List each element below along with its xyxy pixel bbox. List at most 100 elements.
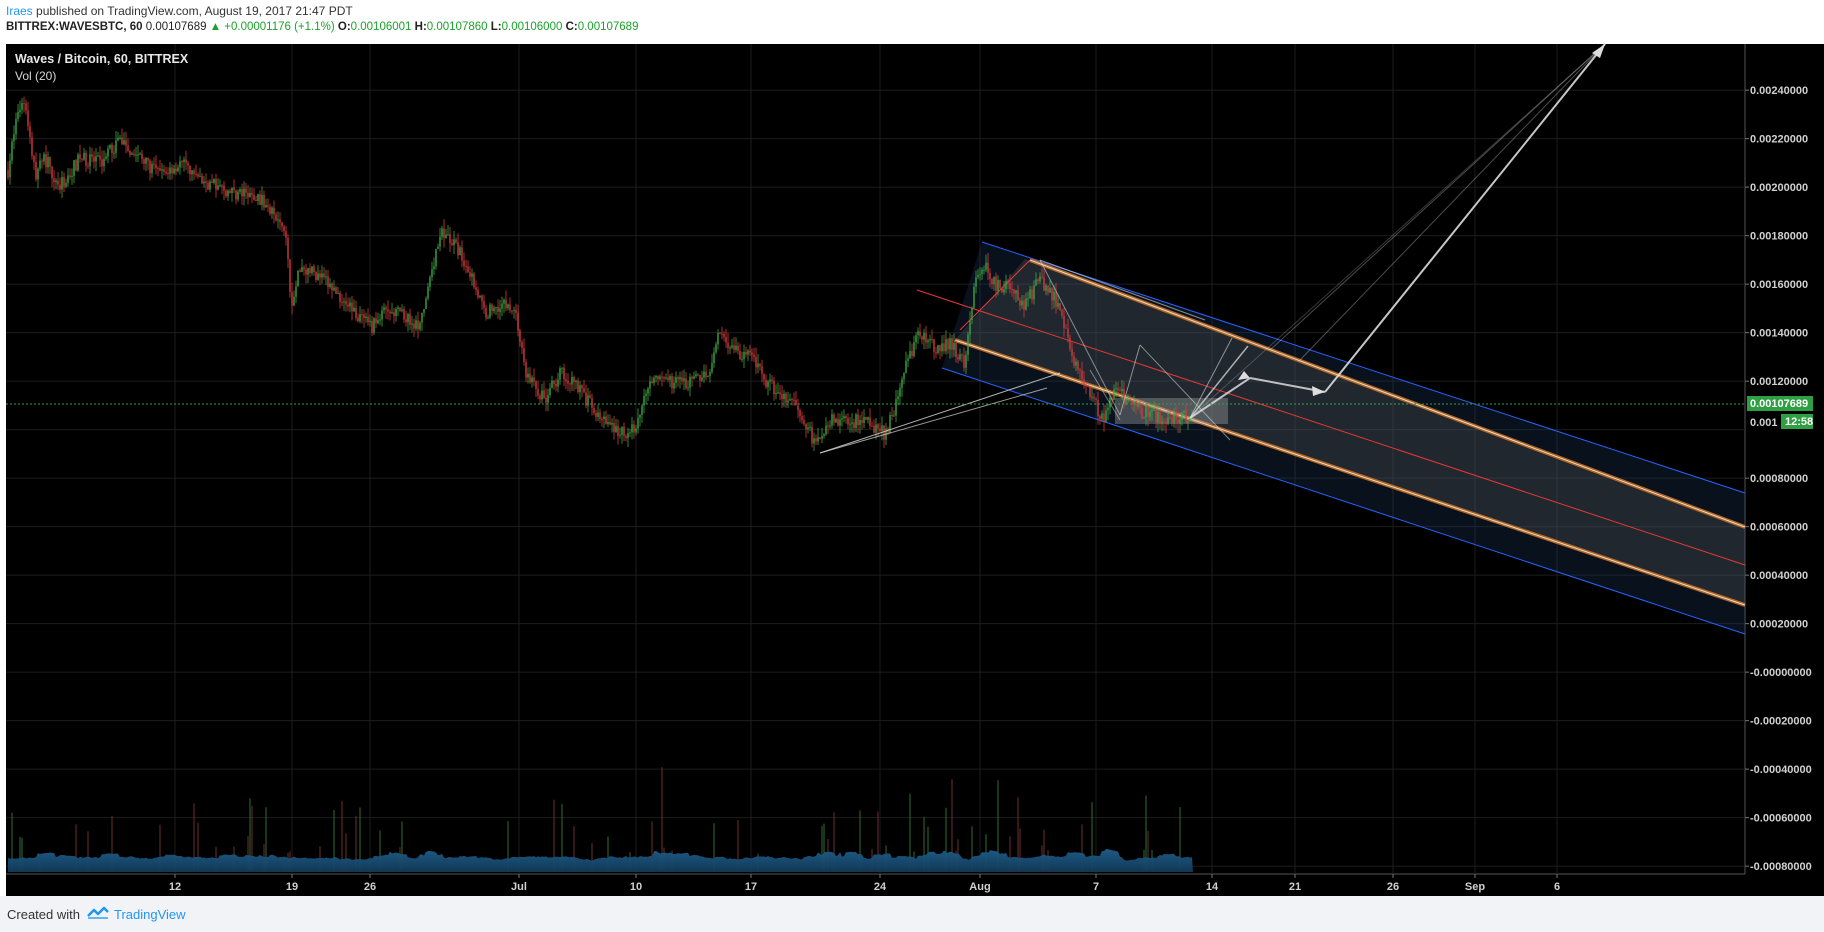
- candle-body: [367, 316, 369, 323]
- candle-body: [469, 272, 471, 277]
- candle-body: [787, 400, 789, 403]
- price-chart[interactable]: 0.00240000 0.00220000 0.00200000 0.00180000…: [0, 0, 1824, 896]
- candle-body: [413, 323, 415, 329]
- candle-body: [411, 323, 413, 325]
- candle-body: [677, 377, 679, 380]
- candle-body: [693, 376, 695, 379]
- candle-body: [651, 381, 653, 383]
- candle-body: [741, 359, 743, 361]
- candle-body: [697, 374, 699, 376]
- candle-body: [107, 148, 109, 157]
- candle-body: [899, 387, 901, 397]
- candle-body: [811, 426, 813, 444]
- candle-body: [1069, 337, 1071, 349]
- candle-body: [549, 387, 551, 396]
- candle-body: [729, 347, 731, 349]
- candle-body: [19, 109, 21, 112]
- candle-body: [659, 376, 661, 380]
- candle-body: [507, 304, 509, 309]
- time-tick-label: 26: [364, 881, 376, 893]
- candle-body: [59, 184, 61, 190]
- candle-body: [335, 287, 337, 294]
- candle-body: [607, 421, 609, 425]
- candle-body: [583, 388, 585, 393]
- candle-body: [841, 418, 843, 420]
- candle-body: [573, 377, 575, 382]
- candle-body: [539, 395, 541, 400]
- drawing-lines[interactable]: [819, 43, 1606, 454]
- candle-body: [481, 295, 483, 302]
- tradingview-link[interactable]: TradingView: [114, 907, 186, 922]
- candle-body: [989, 272, 991, 279]
- candle-body: [293, 296, 295, 306]
- time-tick-label: Sep: [1465, 881, 1485, 893]
- candle-body: [527, 373, 529, 378]
- candle-body: [467, 266, 469, 273]
- price-tick-label: -0.00080000: [1750, 861, 1812, 873]
- tradingview-logo-icon[interactable]: [86, 905, 110, 921]
- price-tick-label: 0.00200000: [1750, 182, 1808, 194]
- candle-body: [327, 276, 329, 288]
- candle-body: [813, 438, 815, 444]
- candle-body: [517, 312, 519, 331]
- time-axis-panel[interactable]: [6, 874, 1824, 896]
- candle-body: [455, 239, 457, 243]
- author-link[interactable]: Iraes: [6, 4, 33, 18]
- candle-body: [181, 161, 183, 163]
- candle-body: [47, 157, 49, 168]
- candle-body: [551, 380, 553, 388]
- candle-body: [747, 350, 749, 355]
- candle-body: [161, 169, 163, 171]
- candle-body: [303, 267, 305, 270]
- candle-body: [227, 190, 229, 197]
- candle-body: [735, 345, 737, 350]
- candle-body: [937, 345, 939, 354]
- candle-body: [179, 161, 181, 168]
- candle-body: [779, 392, 781, 395]
- candle-body: [155, 164, 157, 168]
- candle-body: [153, 163, 155, 165]
- candle-body: [945, 339, 947, 352]
- volume-legend[interactable]: Vol (20): [15, 69, 57, 83]
- candle-body: [617, 425, 619, 436]
- candle-body: [163, 169, 165, 172]
- price-tick-label: -0.00040000: [1750, 764, 1812, 776]
- candle-body: [621, 426, 623, 435]
- candle-body: [39, 160, 41, 169]
- candle-body: [939, 345, 941, 352]
- candle-body: [217, 185, 219, 190]
- pitchfork-channel[interactable]: [916, 241, 1746, 635]
- candle-body: [25, 103, 27, 111]
- candle-body: [365, 316, 367, 318]
- candle-body: [1025, 298, 1027, 310]
- candle-body: [31, 137, 33, 157]
- candle-body: [891, 415, 893, 417]
- candle-body: [323, 273, 325, 278]
- candle-body: [997, 279, 999, 291]
- fan-ray-1: [1269, 43, 1606, 351]
- candle-body: [347, 304, 349, 307]
- price-axis-panel[interactable]: [1745, 44, 1824, 874]
- candle-body: [1011, 288, 1013, 290]
- candle-body: [173, 168, 175, 174]
- candle-body: [423, 309, 425, 313]
- candle-body: [671, 376, 673, 389]
- candle-body: [489, 304, 491, 318]
- support-line-core: [954, 339, 1746, 606]
- candle-body: [1147, 405, 1149, 417]
- candle-body: [361, 314, 363, 316]
- candle-body: [705, 371, 707, 378]
- candle-body: [403, 309, 405, 320]
- candle-body: [85, 152, 87, 166]
- candle-body: [569, 383, 571, 385]
- candle-body: [389, 311, 391, 314]
- candle-body: [363, 314, 365, 318]
- candle-body: [223, 185, 225, 191]
- symbol-legend[interactable]: Waves / Bitcoin, 60, BITTREX: [15, 52, 189, 66]
- candle-body: [355, 307, 357, 318]
- candle-body: [783, 393, 785, 400]
- candle-body: [459, 247, 461, 256]
- candle-body: [597, 412, 599, 417]
- candle-body: [63, 177, 65, 187]
- candle-body: [151, 163, 153, 174]
